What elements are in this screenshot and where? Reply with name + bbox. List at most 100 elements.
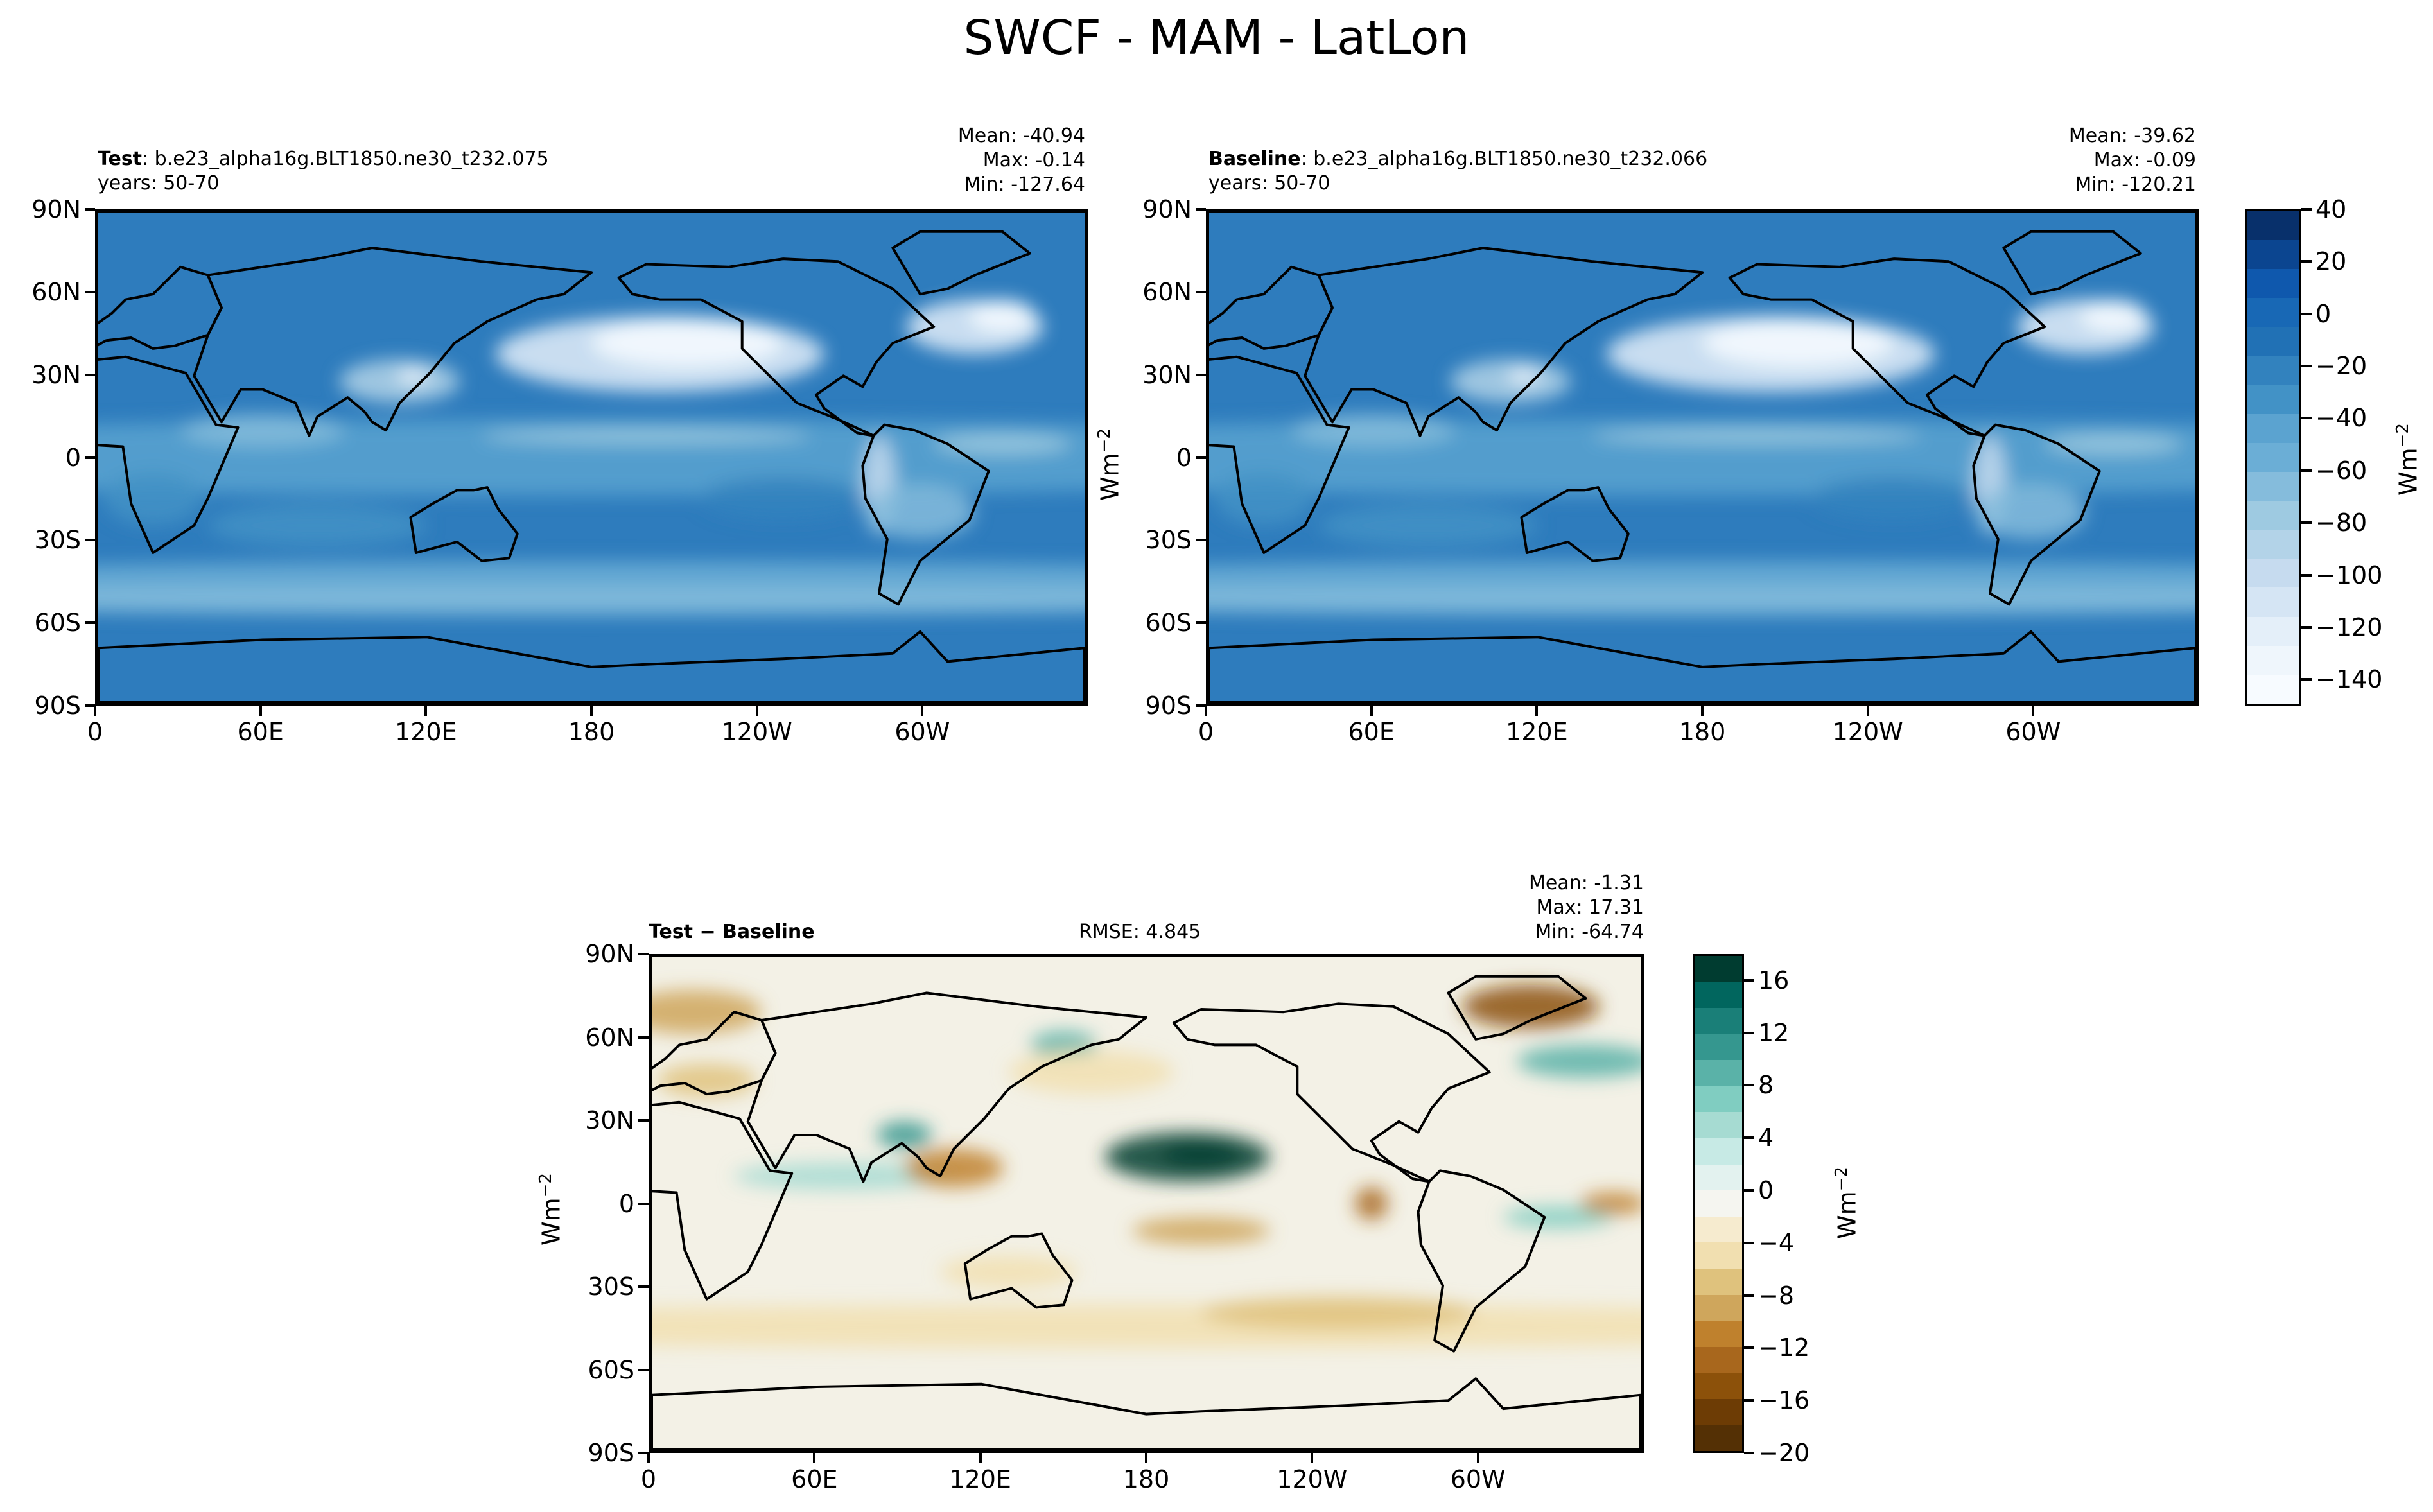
test-lon-tickmark bbox=[590, 706, 593, 716]
test-lat-tick-0: 0 bbox=[65, 443, 81, 472]
colorbar-level bbox=[2247, 616, 2299, 646]
colorbar-level bbox=[2247, 559, 2299, 588]
field-blob bbox=[876, 1121, 932, 1149]
test-lat-tick-90S: 90S bbox=[34, 691, 81, 720]
figure-title: SWCF - MAM - LatLon bbox=[963, 10, 1470, 65]
test-units-exp: −2 bbox=[1095, 428, 1114, 453]
diff-rmse: RMSE: 4.845 bbox=[1079, 921, 1201, 943]
colorbar-tick-label: −80 bbox=[2315, 508, 2368, 537]
main-colorbar-units-text: Wm bbox=[2394, 448, 2423, 496]
colorbar-tick-label: −140 bbox=[2315, 665, 2383, 694]
diff-lat-tickmark bbox=[638, 953, 649, 955]
colorbar-tickmark bbox=[1744, 1294, 1754, 1297]
field-blob bbox=[1461, 984, 1600, 1029]
diff-lat-tickmark bbox=[638, 1285, 649, 1288]
diff-lat-tickmark bbox=[638, 1368, 649, 1371]
field-blob bbox=[1517, 1045, 1641, 1078]
coastline-namerica bbox=[1728, 257, 2046, 437]
coastline-africa bbox=[652, 1100, 794, 1301]
colorbar-tickmark bbox=[2301, 208, 2312, 211]
test-units-label: Wm−2 bbox=[1092, 428, 1124, 501]
field-blob bbox=[865, 484, 975, 539]
baseline-lat-tick-0: 0 bbox=[1176, 443, 1192, 472]
diff-lat-tick-60N: 60N bbox=[585, 1023, 634, 1052]
coastline-africa bbox=[1209, 355, 1350, 554]
test-lat-tick-60N: 60N bbox=[31, 277, 81, 306]
baseline-lat-tick-30N: 30N bbox=[1142, 360, 1192, 389]
baseline-lon-tickmark bbox=[1866, 706, 1869, 716]
field-blob bbox=[2045, 433, 2182, 455]
coastline-greenland bbox=[2002, 230, 2142, 296]
coastline-africa bbox=[98, 355, 240, 554]
baseline-label-case: : b.e23_alpha16g.BLT1850.ne30_t232.066 bbox=[1300, 148, 1708, 170]
colorbar-level bbox=[2247, 356, 2299, 385]
field-blob bbox=[934, 433, 1071, 455]
colorbar-tick-label: 20 bbox=[2315, 247, 2347, 276]
diff-colorbar-units: Wm−2 bbox=[1829, 1167, 1862, 1239]
coastlines bbox=[98, 230, 1085, 702]
test-mean: Mean: -40.94 bbox=[957, 125, 1085, 147]
baseline-lat-tickmark bbox=[1196, 373, 1206, 376]
coastline-samerica bbox=[861, 423, 990, 606]
baseline-lon-tickmark bbox=[1370, 706, 1373, 716]
colorbar-tick-label: −40 bbox=[2315, 404, 2368, 433]
main-colorbar bbox=[2245, 209, 2301, 706]
field-blob bbox=[591, 318, 783, 368]
baseline-lat-tickmark bbox=[1196, 290, 1206, 293]
field-blob bbox=[1209, 419, 2195, 496]
test-max: Max: -0.14 bbox=[982, 149, 1085, 171]
test-lon-tickmark bbox=[921, 706, 924, 716]
field-blob bbox=[652, 990, 762, 1034]
colorbar-tickmark bbox=[2301, 521, 2312, 525]
colorbar-level bbox=[2247, 674, 2299, 704]
field-blob bbox=[1009, 1050, 1174, 1095]
baseline-lon-tickmark bbox=[1535, 706, 1539, 716]
baseline-lon-tickmark bbox=[2032, 706, 2035, 716]
diff-lon-tickmark bbox=[1145, 1453, 1147, 1463]
colorbar-tickmark bbox=[1744, 1241, 1754, 1244]
diff-min: Min: -64.74 bbox=[1535, 921, 1644, 943]
colorbar-tickmark bbox=[1744, 1136, 1754, 1140]
colorbar-level bbox=[2247, 327, 2299, 356]
diff-colorbar bbox=[1693, 954, 1744, 1453]
colorbar-level bbox=[2247, 269, 2299, 299]
field-blob bbox=[98, 419, 1085, 496]
field-blob bbox=[1214, 471, 1314, 526]
colorbar-tickmark bbox=[1744, 1189, 1754, 1192]
map-background bbox=[652, 957, 1641, 1450]
test-lon-tickmark bbox=[259, 706, 262, 716]
field-blob bbox=[180, 413, 345, 447]
baseline-label-bold: Baseline bbox=[1208, 148, 1301, 170]
colorbar-tick-label: 8 bbox=[1758, 1071, 1774, 1100]
colorbar-level bbox=[1695, 1138, 1742, 1165]
colorbar-tick-label: −12 bbox=[1758, 1334, 1810, 1362]
colorbar-level bbox=[1695, 1242, 1742, 1269]
field-blob bbox=[1592, 427, 1922, 444]
colorbar-tick-label: −100 bbox=[2315, 560, 2383, 589]
baseline-lat-tickmark bbox=[1196, 539, 1206, 542]
field-blob bbox=[657, 1064, 756, 1097]
colorbar-level bbox=[1695, 1425, 1742, 1451]
coastline-samerica bbox=[1417, 1169, 1546, 1353]
coastline-antarctica bbox=[652, 1377, 1641, 1450]
colorbar-tick-label: −20 bbox=[2315, 352, 2368, 381]
colorbar-tickmark bbox=[2301, 678, 2312, 681]
colorbar-level bbox=[1695, 1321, 1742, 1347]
colorbar-level bbox=[1695, 1112, 1742, 1139]
diff-lon-tick-180: 180 bbox=[1122, 1465, 1170, 1493]
coastline-greenland bbox=[891, 230, 1031, 296]
colorbar-level bbox=[2247, 385, 2299, 414]
field-blob bbox=[1162, 1143, 1240, 1165]
colorbar-tickmark bbox=[1744, 1346, 1754, 1350]
colorbar-level bbox=[1695, 1060, 1742, 1086]
test-lat-tickmark bbox=[85, 621, 95, 625]
colorbar-level bbox=[1695, 1008, 1742, 1034]
test-lat-tick-30S: 30S bbox=[34, 526, 81, 555]
diff-lon-tickmark bbox=[647, 1453, 650, 1463]
test-lon-tickmark bbox=[94, 706, 96, 716]
test-label-case: : b.e23_alpha16g.BLT1850.ne30_t232.075 bbox=[142, 148, 549, 170]
baseline-lon-tick-180: 180 bbox=[1679, 718, 1726, 746]
colorbar-tick-label: 12 bbox=[1758, 1018, 1790, 1047]
colorbar-level bbox=[1695, 1034, 1742, 1061]
diff-max: Max: 17.31 bbox=[1536, 896, 1644, 919]
